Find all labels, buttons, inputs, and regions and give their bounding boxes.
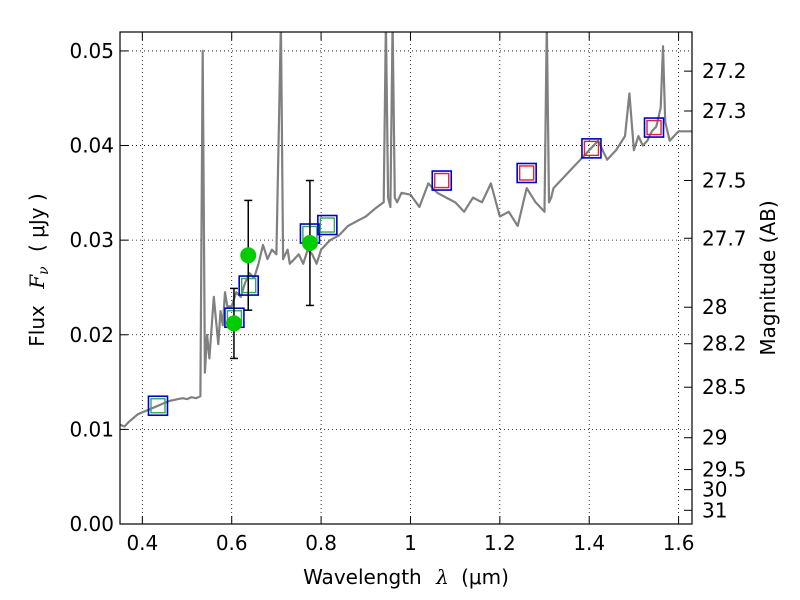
- model-square-red-outer: [643, 117, 665, 138]
- y-ticks: 0.00 0.01 0.02 0.03 0.04 0.05: [69, 39, 128, 536]
- y-tick-label: 0.02: [69, 323, 114, 347]
- mag-tick-label: 28: [702, 295, 727, 319]
- x-axis-label-unit: (μm): [461, 565, 509, 589]
- x-tick-label: 0.6: [216, 531, 248, 555]
- y-axis-label: Flux Fν ( μJy ): [25, 193, 53, 346]
- model-square-green-outer: [147, 395, 169, 417]
- x-axis-label-text: Wavelength: [303, 565, 422, 589]
- model-square-green-inner: [150, 398, 166, 414]
- mag-tick-label: 31: [702, 498, 727, 522]
- y-axis-label-subscript: ν: [36, 266, 52, 275]
- y-axis-label-symbol: F: [25, 274, 49, 290]
- model-square-red-outer: [516, 162, 537, 184]
- model-square-red-outer: [431, 170, 453, 191]
- spectrum-line: [120, 32, 692, 428]
- model-square-green-outer: [317, 214, 338, 236]
- mag-tick-label: 27.3: [702, 99, 747, 123]
- x-tick-label: 0.8: [305, 531, 337, 555]
- model-square-red-inner: [646, 119, 662, 136]
- observed-point: [225, 315, 242, 332]
- grid-lines: [120, 32, 692, 525]
- mag-tick-label: 29: [702, 426, 727, 450]
- y2-axis-label: Magnitude (AB): [756, 200, 780, 355]
- model-square-red-inner: [583, 140, 600, 157]
- x-tick-label: 1.4: [573, 531, 605, 555]
- x-tick-label: 1.2: [484, 531, 516, 555]
- observed-point: [240, 247, 257, 264]
- model-square-red-outer: [581, 138, 602, 159]
- model-square-red-inner: [434, 172, 450, 189]
- mag-tick-label: 27.5: [702, 168, 747, 192]
- x-tick-label: 1: [404, 531, 417, 555]
- plot-frame: [119, 31, 693, 525]
- y-tick-label: 0.03: [69, 228, 114, 252]
- observed-point: [301, 234, 318, 251]
- mag-tick-label: 28.2: [702, 332, 747, 356]
- y-tick-label: 0.00: [69, 512, 114, 536]
- mag-tick-label: 27.7: [702, 226, 747, 250]
- y-axis-label-text: Flux: [25, 305, 49, 347]
- mag-tick-label: 28.5: [702, 375, 747, 399]
- mag-tick-label: 27.2: [702, 59, 747, 83]
- x-axis-label: Wavelength λ (μm): [303, 565, 509, 589]
- model-square-red-inner: [518, 165, 535, 181]
- x-tick-label: 1.6: [663, 531, 695, 555]
- model-square-green-inner: [319, 217, 336, 233]
- mag-tick-label: 29.5: [702, 458, 747, 482]
- y-tick-label: 0.04: [69, 134, 114, 158]
- x-ticks: 0.4 0.6 0.8 1 1.2 1.4 1.6: [126, 32, 695, 555]
- y-axis-label-unit: ( μJy ): [25, 193, 49, 252]
- x-axis-label-symbol: λ: [435, 565, 449, 589]
- mag-tick-label: 30: [702, 478, 727, 502]
- y-tick-label: 0.01: [69, 417, 114, 441]
- plot-clip-region: [120, 32, 692, 428]
- x-tick-label: 0.4: [126, 531, 158, 555]
- y-tick-label: 0.05: [69, 39, 114, 63]
